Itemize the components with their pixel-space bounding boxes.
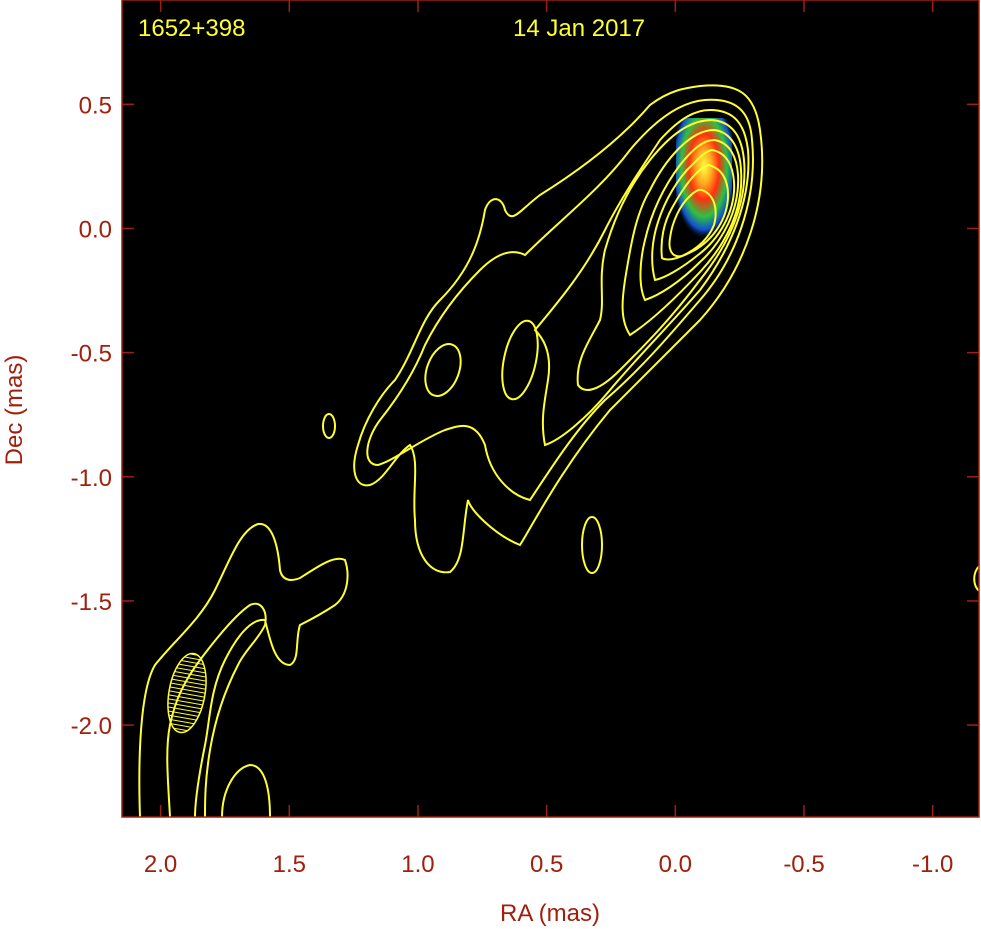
x-tick-label: 1.5 [273,851,306,878]
x-tick-label: 0.0 [659,851,692,878]
jet-knot-a [424,343,462,397]
edge-contour-right [973,565,979,592]
contour-level-4 [576,118,746,391]
y-axis: 0.5 0.0 -0.5 -1.0 -1.5 -2.0 [71,92,979,740]
y-tick-label: 0.0 [79,216,112,243]
contour-bottom-lobe [221,763,271,817]
plot-frame [121,0,980,818]
source-label: 1652+398 [138,15,245,42]
y-tick-label: 0.5 [79,92,112,119]
x-tick-label: 2.0 [144,851,177,878]
contour-level-1 [353,84,764,574]
jet-knot-c [322,413,336,439]
x-tick-label: 1.0 [401,851,434,878]
plot-area [122,0,979,817]
contours [138,84,979,817]
contour-lower-outer [138,522,349,817]
jet-knot-b [501,319,539,401]
contour-level-8 [660,163,730,261]
contour-level-5 [621,128,743,337]
y-tick-label: -1.5 [71,589,112,616]
y-tick-label: -0.5 [71,341,112,368]
contour-level-7 [651,148,736,282]
jet-knot-d [581,516,603,574]
x-tick-label: -1.0 [912,851,953,878]
x-axis: 2.0 1.5 1.0 0.5 0.0 -0.5 -1.0 [144,0,953,878]
contour-level-9 [668,188,717,258]
y-tick-label: -2.0 [71,713,112,740]
beam-ellipse [167,652,207,734]
y-tick-label: -1.0 [71,465,112,492]
contour-level-2 [366,98,754,502]
contour-level-3 [533,108,750,447]
x-axis-title: RA (mas) [500,900,600,927]
contour-level-6 [639,138,740,302]
x-tick-label: 0.5 [530,851,563,878]
core-intensity-image [676,118,732,240]
x-tick-label: -0.5 [783,851,824,878]
y-axis-title: Dec (mas) [1,355,28,466]
epoch-label: 14 Jan 2017 [513,15,645,42]
contour-lower-inner [166,602,267,817]
